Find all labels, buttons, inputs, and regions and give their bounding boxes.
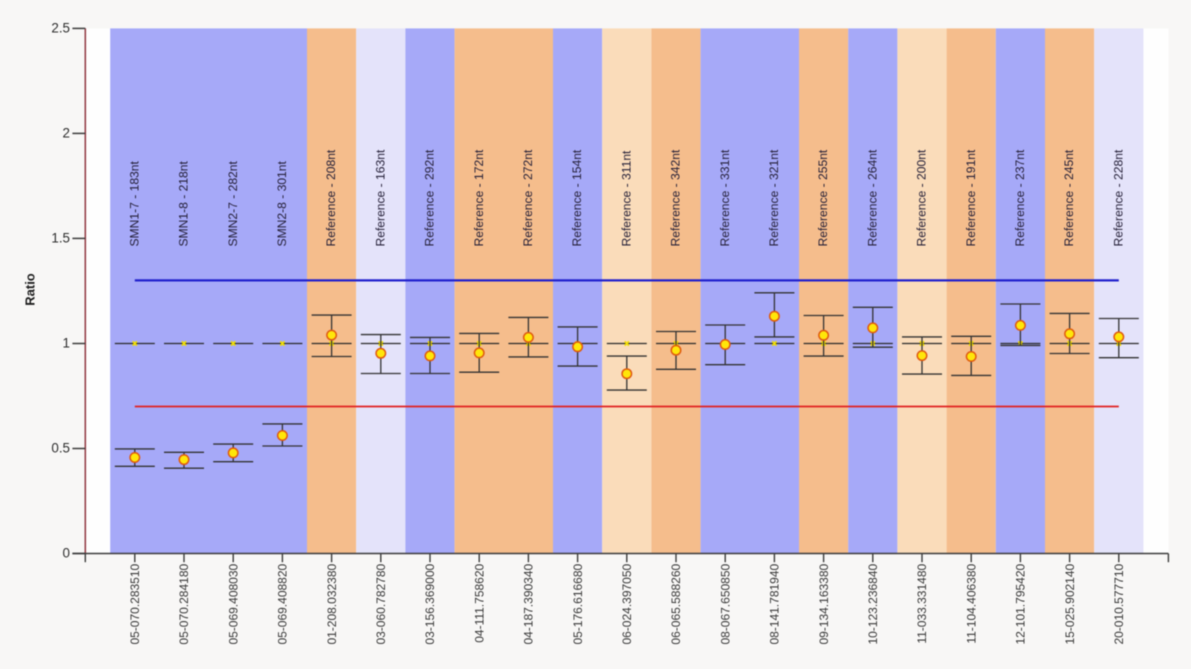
svg-text:Reference - 264nt: Reference - 264nt	[865, 149, 879, 246]
svg-text:09-134.163380: 09-134.163380	[817, 563, 831, 644]
svg-text:Ratio: Ratio	[23, 273, 38, 306]
svg-text:1: 1	[63, 335, 70, 350]
svg-text:Reference - 228nt: Reference - 228nt	[1111, 149, 1125, 246]
svg-text:05-070.283510: 05-070.283510	[128, 563, 142, 644]
svg-text:Reference - 208nt: Reference - 208nt	[324, 149, 338, 246]
svg-text:04-111.758620: 04-111.758620	[472, 563, 486, 642]
svg-text:03-060.782780: 03-060.782780	[374, 563, 388, 644]
svg-text:20-010.577710: 20-010.577710	[1112, 563, 1126, 644]
svg-text:SMN1-7 - 183nt: SMN1-7 - 183nt	[127, 160, 141, 246]
svg-text:10-123.236840: 10-123.236840	[866, 563, 880, 644]
svg-text:2: 2	[63, 125, 70, 140]
svg-text:12-101.795420: 12-101.795420	[1014, 563, 1028, 644]
svg-text:01-208.032380: 01-208.032380	[325, 563, 339, 644]
svg-text:0.5: 0.5	[51, 440, 70, 455]
svg-text:Reference - 191nt: Reference - 191nt	[964, 149, 978, 246]
svg-text:Reference - 292nt: Reference - 292nt	[423, 149, 437, 246]
svg-text:05-176.616680: 05-176.616680	[571, 563, 585, 644]
svg-text:Reference - 245nt: Reference - 245nt	[1062, 149, 1076, 246]
svg-text:0: 0	[63, 545, 70, 560]
svg-text:Reference - 163nt: Reference - 163nt	[373, 149, 387, 246]
svg-text:11-033.331480: 11-033.331480	[915, 563, 929, 643]
svg-text:05-069.408820: 05-069.408820	[276, 563, 290, 644]
svg-text:Reference - 154nt: Reference - 154nt	[570, 149, 584, 246]
svg-text:Reference - 237nt: Reference - 237nt	[1013, 149, 1027, 246]
svg-text:Reference - 200nt: Reference - 200nt	[915, 149, 929, 246]
svg-text:11-104.406380: 11-104.406380	[964, 563, 978, 643]
svg-text:03-156.369000: 03-156.369000	[423, 563, 437, 644]
svg-text:1.5: 1.5	[51, 230, 70, 245]
svg-text:Reference - 311nt: Reference - 311nt	[619, 150, 633, 247]
svg-text:06-065.588260: 06-065.588260	[669, 563, 683, 644]
svg-text:05-069.408030: 05-069.408030	[226, 563, 240, 644]
svg-text:Reference - 331nt: Reference - 331nt	[718, 149, 732, 246]
svg-text:SMN1-8 - 218nt: SMN1-8 - 218nt	[177, 160, 191, 246]
svg-text:15-025.902140: 15-025.902140	[1063, 563, 1077, 644]
svg-text:2.5: 2.5	[51, 20, 70, 35]
svg-text:08-067.650850: 08-067.650850	[718, 563, 732, 644]
svg-text:SMN2-7 - 282nt: SMN2-7 - 282nt	[226, 160, 240, 246]
svg-text:Reference - 272nt: Reference - 272nt	[521, 149, 535, 246]
svg-text:08-141.781940: 08-141.781940	[768, 563, 782, 644]
svg-text:Reference - 172nt: Reference - 172nt	[472, 149, 486, 246]
svg-text:Reference - 255nt: Reference - 255nt	[816, 149, 830, 246]
svg-text:05-070.284180: 05-070.284180	[177, 563, 191, 644]
svg-text:Reference - 321nt: Reference - 321nt	[767, 149, 781, 246]
svg-text:SMN2-8 - 301nt: SMN2-8 - 301nt	[275, 160, 289, 246]
svg-text:Reference - 342nt: Reference - 342nt	[669, 149, 683, 246]
svg-text:06-024.397050: 06-024.397050	[620, 563, 634, 644]
svg-text:04-187.390340: 04-187.390340	[522, 563, 536, 644]
